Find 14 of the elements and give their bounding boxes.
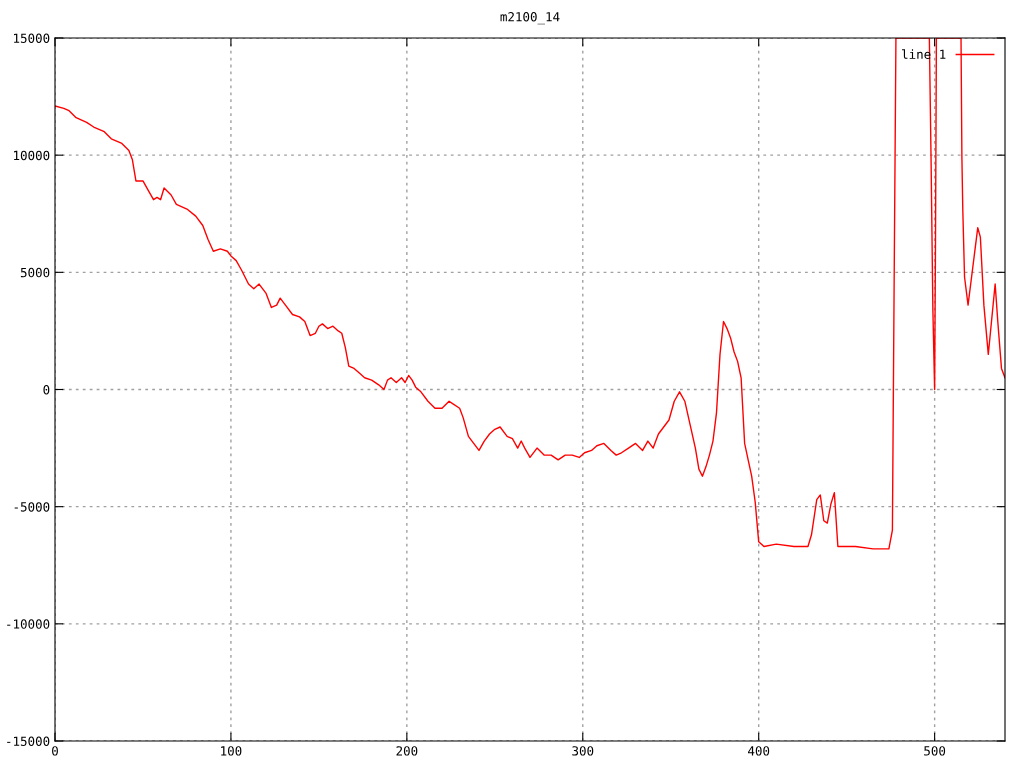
chart-title: m2100_14 xyxy=(500,12,560,25)
y-tick-label: 15000 xyxy=(14,33,50,43)
y-tick-label: 10000 xyxy=(14,150,50,161)
y-tick-label: 5000 xyxy=(20,267,50,278)
y-tick-label: 0 xyxy=(43,385,50,395)
x-tick-label: 500 xyxy=(924,746,946,756)
x-tick-label: 400 xyxy=(748,746,770,756)
x-tick-label: 100 xyxy=(221,746,242,756)
x-tick-label: 300 xyxy=(572,746,594,756)
y-tick-label: -5000 xyxy=(14,502,50,512)
y-tick-label: -10000 xyxy=(7,619,50,629)
x-tick-label: 200 xyxy=(396,746,418,756)
y-tick-label: -15000 xyxy=(7,736,50,746)
x-tick-label: 0 xyxy=(52,746,58,756)
